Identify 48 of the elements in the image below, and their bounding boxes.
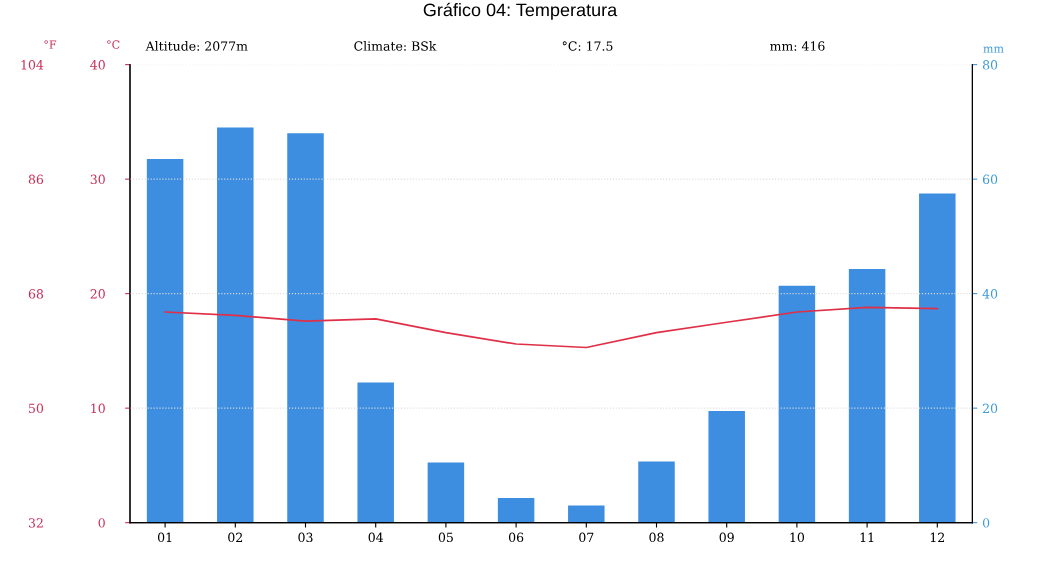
- x-tick-label: 01: [157, 532, 172, 543]
- y-tick-label: 10: [91, 403, 105, 414]
- x-tick-label: 06: [508, 532, 524, 543]
- bar: [638, 461, 675, 523]
- y2-tick-label: 60: [982, 174, 998, 185]
- x-tick-label: 07: [579, 532, 594, 543]
- bar: [708, 411, 745, 523]
- bar: [568, 505, 605, 523]
- y3-tick-label: 32: [28, 518, 43, 528]
- y-tick-label: 30: [90, 174, 105, 185]
- y2-tick-label: 40: [982, 289, 998, 299]
- y-tick-label: 40: [90, 60, 105, 70]
- y2-tick-label: 20: [982, 403, 998, 414]
- bar: [778, 285, 816, 523]
- y3-tick-label: 86: [28, 174, 44, 185]
- y3-tick-label: 104: [21, 60, 44, 70]
- x-tick-label: 11: [860, 532, 874, 542]
- x-tick-label: 02: [228, 532, 243, 543]
- y-tick-label: 20: [90, 289, 105, 299]
- bar: [497, 498, 535, 523]
- y-tick-label: 0: [98, 518, 105, 528]
- y2-axis-title: mm: [983, 46, 1004, 53]
- line-series: [164, 306, 939, 349]
- text: mm: 416: [770, 41, 825, 51]
- chart-title: Gráfico 04: Temperatura: [423, 2, 618, 20]
- x-tick-label: 12: [930, 532, 945, 542]
- bar: [919, 193, 956, 523]
- x-tick-label: 05: [438, 532, 453, 543]
- y3-axis-title: °F: [44, 40, 57, 49]
- x-tick-label: 04: [368, 532, 384, 543]
- text: Altitude: 2077m: [145, 41, 248, 51]
- x-tick-label: 09: [719, 532, 734, 543]
- bar: [848, 269, 886, 523]
- text: Climate: BSk: [354, 41, 437, 51]
- bar: [217, 127, 254, 523]
- y2-tick-label: 0: [982, 518, 990, 528]
- bar: [427, 462, 465, 523]
- bar: [287, 133, 324, 523]
- y3-tick-label: 68: [28, 289, 44, 299]
- x-tick-label: 03: [298, 532, 313, 543]
- bar: [146, 159, 184, 523]
- y2-tick-label: 80: [982, 60, 998, 70]
- y-axis-title: °C: [107, 40, 120, 49]
- x-tick-label: 10: [790, 532, 805, 543]
- bar: [357, 382, 394, 523]
- y3-tick-label: 50: [29, 403, 44, 414]
- x-tick-label: 08: [649, 532, 664, 543]
- text: °C: 17.5: [562, 41, 613, 51]
